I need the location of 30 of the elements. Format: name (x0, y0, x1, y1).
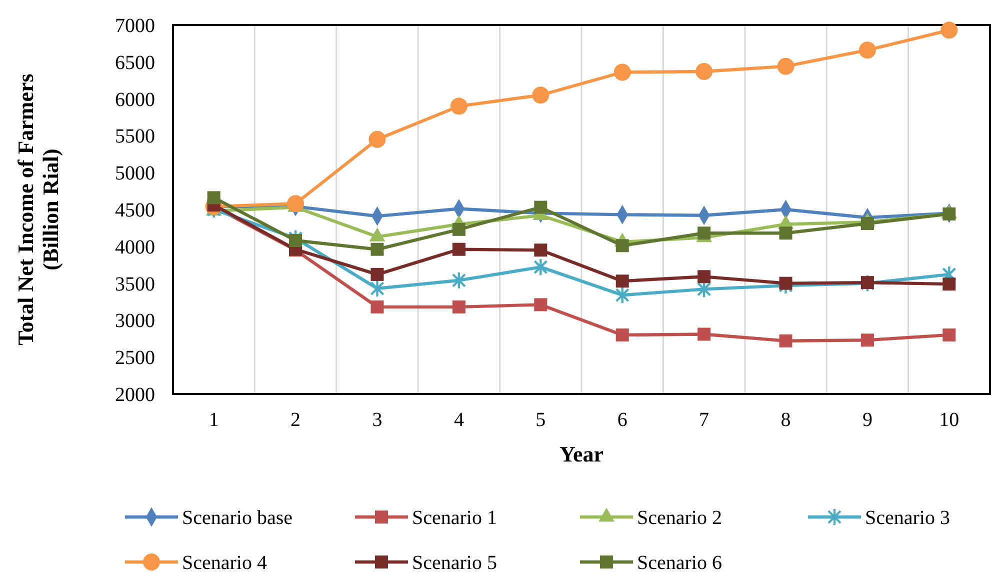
legend-label: Scenario 2 (637, 507, 722, 529)
x-tick-label: 1 (208, 409, 219, 431)
y-tick-label: 5500 (115, 126, 155, 148)
x-tick-label: 2 (290, 409, 301, 431)
x-tick-label: 7 (699, 409, 710, 431)
y-tick-label: 3000 (115, 310, 155, 332)
legend-label: Scenario 1 (412, 507, 497, 529)
x-axis-title: Year (560, 442, 604, 467)
y-tick-label: 3500 (115, 273, 155, 296)
y-tick-label: 6000 (115, 88, 155, 111)
y-tick-label: 2500 (115, 347, 155, 370)
legend-label: Scenario 3 (865, 507, 950, 529)
y-tick-label: 2000 (115, 384, 155, 406)
x-tick-label: 6 (617, 409, 628, 431)
x-tick-label: 4 (454, 409, 464, 431)
x-tick-label: 9 (862, 409, 872, 431)
x-tick-label: 5 (536, 409, 546, 431)
x-tick-label: 3 (372, 409, 382, 431)
y-tick-label: 7000 (115, 15, 155, 37)
y-tick-label: 4500 (115, 200, 155, 222)
y-tick-label: 5000 (115, 162, 155, 185)
x-tick-label: 8 (780, 409, 791, 431)
y-axis-title: Total Net Income of Farmers (Billion Rial) (13, 73, 64, 346)
y-tick-label: 4000 (115, 236, 155, 258)
legend-label: Scenario 4 (182, 552, 267, 573)
legend-label: Scenario 5 (412, 552, 497, 573)
y-tick-label: 6500 (115, 52, 155, 74)
legend-label: Scenario base (182, 507, 293, 529)
legend-label: Scenario 6 (637, 552, 722, 573)
x-tick-label: 10 (939, 409, 960, 431)
